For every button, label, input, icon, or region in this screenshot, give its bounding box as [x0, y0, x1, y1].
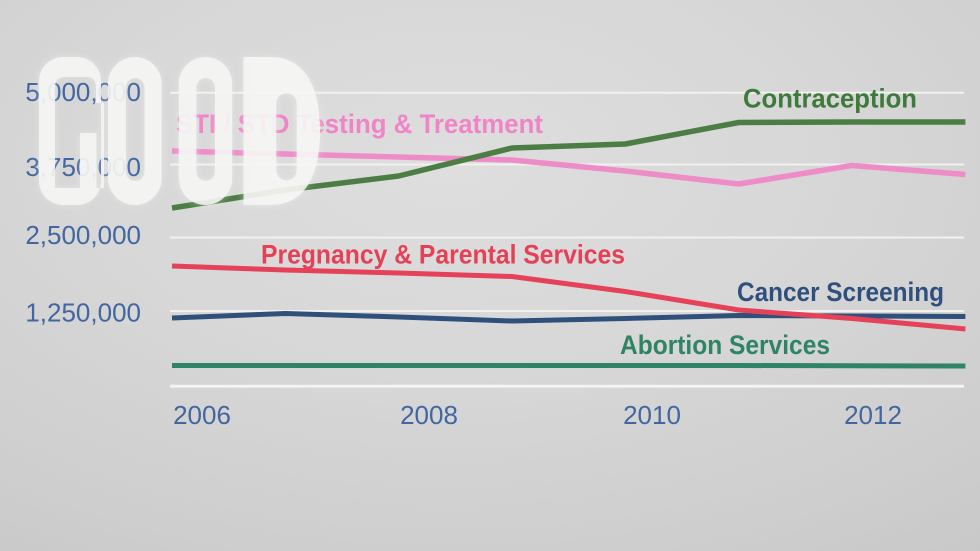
svg-text:1,250,000: 1,250,000 [25, 298, 141, 328]
svg-text:2,500,000: 2,500,000 [25, 220, 141, 250]
svg-text:2010: 2010 [623, 400, 681, 430]
svg-text:2012: 2012 [844, 400, 902, 430]
svg-text:Contraception: Contraception [743, 84, 917, 114]
svg-text:2006: 2006 [173, 400, 231, 430]
svg-text:STI / STD Testing & Treatment: STI / STD Testing & Treatment [176, 109, 543, 139]
svg-text:Cancer Screening: Cancer Screening [737, 277, 944, 307]
svg-text:Abortion Services: Abortion Services [620, 330, 830, 360]
svg-text:2008: 2008 [400, 400, 458, 430]
svg-text:Pregnancy & Parental Services: Pregnancy & Parental Services [261, 240, 625, 270]
